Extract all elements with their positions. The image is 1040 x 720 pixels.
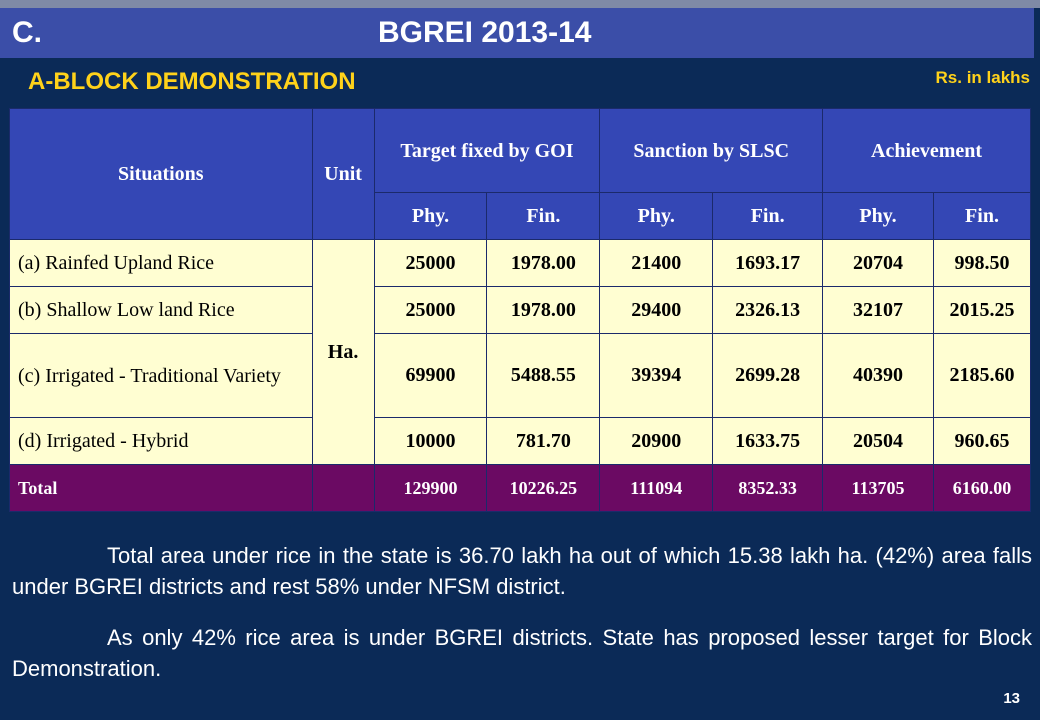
ach-fin-cell: 960.65 bbox=[933, 417, 1031, 465]
header-sanction-fin: Fin. bbox=[712, 192, 824, 240]
header-target-phy: Phy. bbox=[373, 192, 488, 240]
note-paragraph-1: Total area under rice in the state is 36… bbox=[12, 540, 1032, 602]
sanction-phy-cell: 39394 bbox=[599, 333, 714, 418]
target-fin-cell: 1978.00 bbox=[486, 239, 601, 287]
sanction-fin-cell: 1633.75 bbox=[712, 417, 824, 465]
header-target-fin: Fin. bbox=[486, 192, 601, 240]
slide-title: BGREI 2013-14 bbox=[378, 16, 592, 49]
total-target-phy: 129900 bbox=[373, 464, 488, 512]
title-bar bbox=[0, 8, 1034, 58]
note-paragraph-2: As only 42% rice area is under BGREI dis… bbox=[12, 622, 1032, 684]
situation-cell: (a) Rainfed Upland Rice bbox=[9, 239, 313, 287]
units-note: Rs. in lakhs bbox=[935, 68, 1030, 87]
target-phy-cell: 25000 bbox=[373, 239, 488, 287]
sanction-phy-cell: 29400 bbox=[599, 286, 714, 334]
table-row: (d) Irrigated - Hybrid 10000 781.70 2090… bbox=[9, 417, 1031, 465]
header-sanction: Sanction by SLSC bbox=[599, 108, 824, 193]
demonstration-table: Situations Unit Target fixed by GOI Sanc… bbox=[9, 108, 1031, 512]
table-row: (c) Irrigated - Traditional Variety 6990… bbox=[9, 333, 1031, 418]
total-ach-fin: 6160.00 bbox=[933, 464, 1031, 512]
total-row: Total 129900 10226.25 111094 8352.33 113… bbox=[9, 464, 1031, 512]
unit-cell: Ha. bbox=[311, 239, 375, 465]
section-letter: C. bbox=[12, 16, 42, 49]
situation-cell: (c) Irrigated - Traditional Variety bbox=[9, 333, 313, 418]
total-ach-phy: 113705 bbox=[822, 464, 934, 512]
target-phy-cell: 69900 bbox=[373, 333, 488, 418]
total-unit-cell bbox=[311, 464, 375, 512]
target-phy-cell: 10000 bbox=[373, 417, 488, 465]
header-target: Target fixed by GOI bbox=[373, 108, 601, 193]
page-number: 13 bbox=[1003, 690, 1020, 707]
ach-phy-cell: 20504 bbox=[822, 417, 934, 465]
target-fin-cell: 781.70 bbox=[486, 417, 601, 465]
target-fin-cell: 1978.00 bbox=[486, 286, 601, 334]
total-sanction-phy: 111094 bbox=[599, 464, 714, 512]
header-ach-fin: Fin. bbox=[933, 192, 1031, 240]
ach-fin-cell: 2015.25 bbox=[933, 286, 1031, 334]
ach-phy-cell: 20704 bbox=[822, 239, 934, 287]
header-achievement: Achievement bbox=[822, 108, 1031, 193]
situation-cell: (b) Shallow Low land Rice bbox=[9, 286, 313, 334]
header-situations: Situations bbox=[9, 108, 313, 240]
sanction-fin-cell: 2326.13 bbox=[712, 286, 824, 334]
ach-phy-cell: 40390 bbox=[822, 333, 934, 418]
top-strip bbox=[0, 0, 1040, 8]
table-row: (b) Shallow Low land Rice 25000 1978.00 … bbox=[9, 286, 1031, 334]
total-sanction-fin: 8352.33 bbox=[712, 464, 824, 512]
ach-fin-cell: 2185.60 bbox=[933, 333, 1031, 418]
header-unit: Unit bbox=[311, 108, 375, 240]
sanction-phy-cell: 20900 bbox=[599, 417, 714, 465]
ach-phy-cell: 32107 bbox=[822, 286, 934, 334]
ach-fin-cell: 998.50 bbox=[933, 239, 1031, 287]
total-target-fin: 10226.25 bbox=[486, 464, 601, 512]
sanction-phy-cell: 21400 bbox=[599, 239, 714, 287]
sanction-fin-cell: 2699.28 bbox=[712, 333, 824, 418]
slide-subtitle: A-BLOCK DEMONSTRATION bbox=[28, 68, 356, 95]
total-label: Total bbox=[9, 464, 313, 512]
table-row: (a) Rainfed Upland Rice Ha. 25000 1978.0… bbox=[9, 239, 1031, 465]
sanction-fin-cell: 1693.17 bbox=[712, 239, 824, 287]
header-ach-phy: Phy. bbox=[822, 192, 934, 240]
note-text-2: As only 42% rice area is under BGREI dis… bbox=[12, 625, 1032, 681]
target-fin-cell: 5488.55 bbox=[486, 333, 601, 418]
note-text-1: Total area under rice in the state is 36… bbox=[12, 543, 1032, 599]
target-phy-cell: 25000 bbox=[373, 286, 488, 334]
situation-cell: (d) Irrigated - Hybrid bbox=[9, 417, 313, 465]
header-sanction-phy: Phy. bbox=[599, 192, 714, 240]
